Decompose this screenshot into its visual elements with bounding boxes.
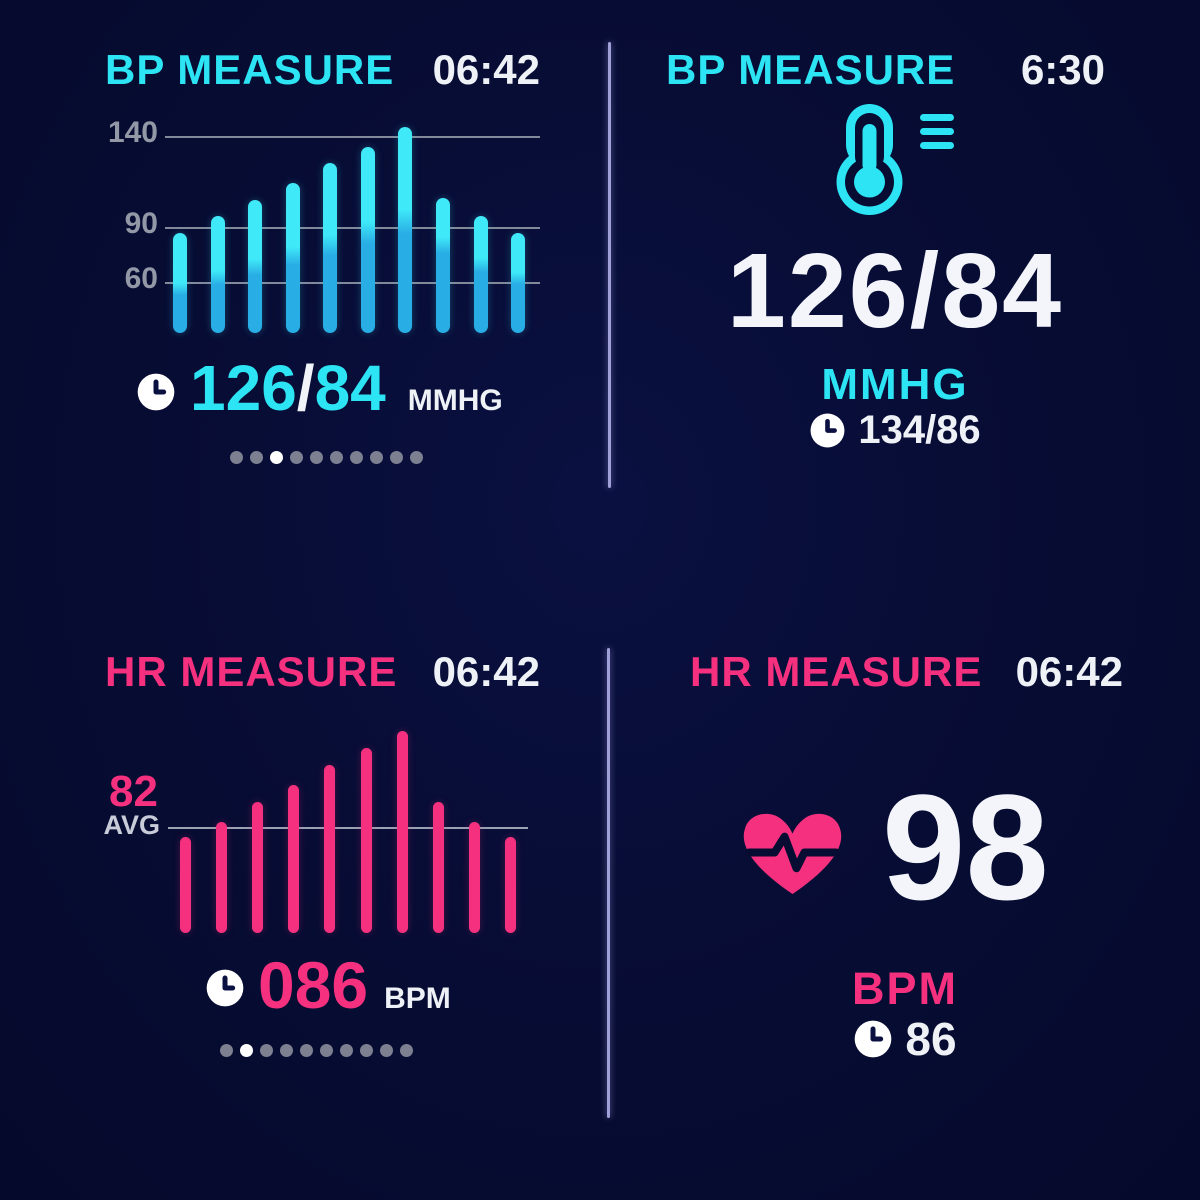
hr-reading-title: HR MEASURE	[690, 648, 983, 695]
bp-reading-diastolic: 84	[314, 352, 386, 424]
bp-bar	[511, 232, 525, 333]
hr-bar	[396, 730, 408, 933]
pagination-dot[interactable]	[340, 1044, 353, 1057]
pagination-dot[interactable]	[320, 1044, 333, 1057]
hr-avg-label: AVG	[103, 810, 160, 840]
bp-bar	[248, 199, 263, 333]
hr-pagination-dots	[220, 1044, 413, 1057]
hr-chart-time: 06:42	[432, 648, 540, 695]
bp-bar	[285, 183, 300, 333]
hr-bar	[324, 765, 336, 933]
bp-bar	[398, 126, 413, 333]
hr-bar	[215, 822, 227, 933]
bp-reading-title: BP MEASURE	[666, 46, 956, 93]
hr-bar	[469, 822, 481, 933]
bp-bar	[360, 146, 375, 333]
bp-bar	[473, 216, 488, 333]
pagination-dot[interactable]	[280, 1044, 293, 1057]
bp-axis-label: 140	[107, 116, 158, 149]
pagination-dot[interactable]	[360, 1044, 373, 1057]
bp-bar	[435, 197, 450, 333]
clock-icon	[137, 373, 175, 411]
hr-bar	[179, 836, 191, 933]
clock-icon	[810, 413, 845, 448]
pagination-dot[interactable]	[310, 451, 323, 464]
pagination-dot[interactable]	[250, 451, 263, 464]
pagination-dot[interactable]	[230, 451, 243, 464]
pagination-dot[interactable]	[350, 451, 363, 464]
pagination-dot-active[interactable]	[240, 1044, 253, 1057]
hr-reading-unit: BPM	[384, 982, 451, 1015]
bp-axis-label: 60	[124, 261, 158, 295]
bp-gridline	[165, 281, 540, 284]
hr-value: 98	[882, 763, 1049, 931]
hr-reading-time: 06:42	[1015, 648, 1123, 695]
divider-top	[608, 42, 611, 488]
bp-gridline	[165, 227, 540, 229]
pagination-dot[interactable]	[290, 451, 303, 464]
bp-unit: MMHG	[821, 360, 969, 409]
bp-history-value: 134/86	[858, 408, 981, 452]
thermometer-icon	[836, 104, 954, 215]
hr-history-value: 86	[905, 1013, 957, 1065]
hr-chart-title: HR MEASURE	[105, 648, 398, 695]
bp-value: 126/84	[726, 232, 1064, 350]
bp-reading-systolic: 126	[190, 352, 297, 424]
bp-reading-time: 6:30	[1020, 46, 1105, 93]
bp-bar	[210, 216, 225, 333]
pagination-dot[interactable]	[220, 1044, 233, 1057]
hr-avg-line	[168, 827, 528, 829]
clock-icon	[855, 1020, 892, 1058]
pagination-dot[interactable]	[410, 451, 423, 464]
heart-pulse-icon	[743, 813, 842, 895]
bp-reading-unit: MMHG	[407, 384, 503, 417]
hr-bar	[360, 747, 372, 933]
hr-history-row: 86	[610, 1012, 1200, 1066]
bp-history-row: 134/86	[600, 408, 1190, 453]
bp-reading-slash: /	[296, 352, 315, 424]
pagination-dot[interactable]	[260, 1044, 273, 1057]
hr-bar	[288, 785, 300, 933]
pagination-dot[interactable]	[330, 451, 343, 464]
pagination-dot[interactable]	[300, 1044, 313, 1057]
hr-avg-value: 82	[109, 767, 158, 816]
clock-icon	[206, 969, 244, 1007]
pagination-dot[interactable]	[400, 1044, 413, 1057]
divider-bottom	[607, 648, 610, 1118]
pagination-dot[interactable]	[370, 451, 383, 464]
hr-reading-row: 086 BPM	[258, 952, 451, 1018]
hr-unit: BPM	[852, 963, 958, 1014]
hr-bar	[432, 802, 444, 933]
hr-chart	[0, 600, 600, 1200]
pagination-dot-active[interactable]	[270, 451, 283, 464]
hr-reading-value: 086	[258, 948, 369, 1022]
bp-chart-title: BP MEASURE	[105, 46, 395, 93]
bp-gridline	[165, 136, 540, 138]
bp-chart-time: 06:42	[432, 46, 540, 93]
bp-pagination-dots	[230, 451, 423, 464]
pagination-dot[interactable]	[390, 451, 403, 464]
bp-chart: 140 90 60	[0, 0, 600, 600]
pagination-dot[interactable]	[380, 1044, 393, 1057]
bp-bar	[173, 232, 187, 333]
bp-reading-row: 126/84 MMHG	[190, 356, 503, 420]
bp-axis-label: 90	[124, 207, 158, 240]
hr-bar	[251, 802, 263, 933]
bp-bar	[323, 163, 338, 333]
hr-bar	[505, 836, 517, 933]
